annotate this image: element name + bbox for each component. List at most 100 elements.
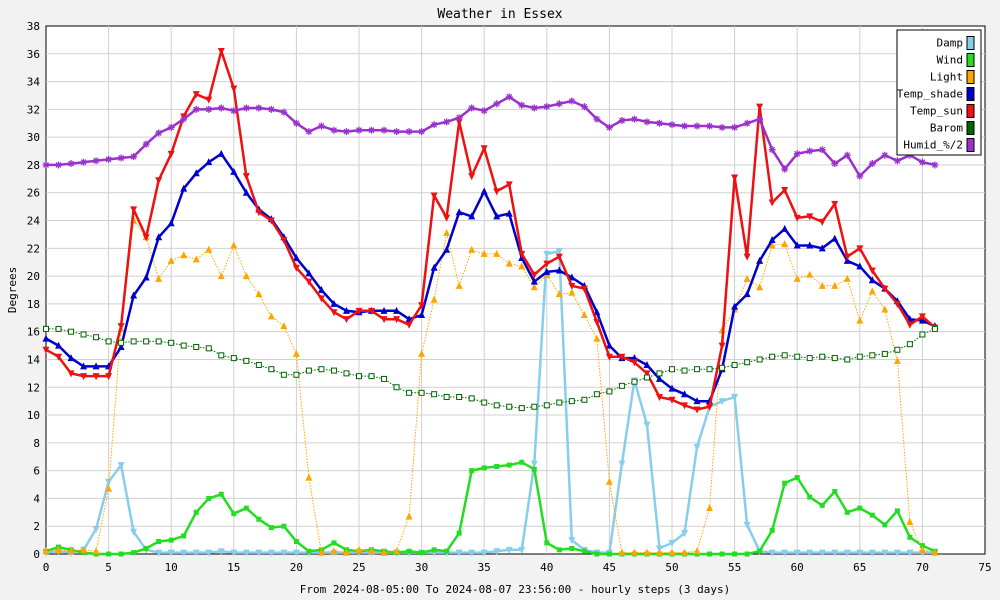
- data-point-light: [192, 255, 200, 263]
- data-point-barom: [831, 355, 838, 362]
- data-point-humid-2: [693, 122, 701, 130]
- data-point-barom: [643, 374, 650, 381]
- data-point-light: [42, 547, 50, 555]
- data-point-temp-shade: [781, 224, 789, 232]
- data-point-humid-2: [718, 123, 726, 131]
- data-point-barom: [681, 367, 688, 374]
- data-point-damp: [781, 549, 789, 557]
- data-point-wind: [594, 551, 600, 557]
- data-point-barom: [518, 405, 525, 412]
- y-tick-label: 8: [33, 437, 40, 450]
- data-point-humid-2: [443, 118, 451, 126]
- data-point-humid-2: [568, 97, 576, 105]
- data-point-light: [681, 548, 689, 556]
- x-tick-label: 55: [728, 561, 741, 574]
- x-tick-label: 65: [853, 561, 866, 574]
- data-point-wind: [556, 547, 562, 553]
- data-point-light: [430, 295, 438, 303]
- data-point-temp-shade: [593, 308, 601, 316]
- data-point-wind: [907, 534, 913, 540]
- data-point-damp: [768, 549, 776, 557]
- chart-title: Weather in Essex: [437, 7, 562, 22]
- data-point-temp-sun: [493, 188, 501, 196]
- data-point-temp-shade: [117, 342, 125, 350]
- data-point-wind: [293, 538, 299, 544]
- x-tick-label: 15: [227, 561, 240, 574]
- data-point-wind: [469, 468, 475, 474]
- data-point-humid-2: [330, 126, 338, 134]
- data-point-wind: [869, 512, 875, 518]
- data-point-humid-2: [117, 154, 125, 162]
- data-point-barom: [456, 393, 463, 400]
- data-point-humid-2: [806, 147, 814, 155]
- data-point-temp-shade: [142, 273, 150, 281]
- data-point-damp: [618, 460, 626, 468]
- data-point-temp-sun: [418, 302, 426, 310]
- data-point-barom: [593, 391, 600, 398]
- data-point-temp-shade: [205, 158, 213, 166]
- data-point-wind: [732, 551, 738, 557]
- data-point-humid-2: [818, 146, 826, 154]
- data-point-temp-sun: [468, 173, 476, 181]
- data-point-barom: [806, 355, 813, 362]
- data-point-humid-2: [868, 160, 876, 168]
- series-line-damp: [45, 249, 935, 554]
- data-point-humid-2: [931, 161, 939, 169]
- y-tick-label: 10: [27, 409, 40, 422]
- data-point-temp-sun: [605, 353, 613, 361]
- data-point-damp: [906, 549, 914, 557]
- legend-label: Humid_%/2: [903, 139, 963, 152]
- data-point-humid-2: [205, 105, 213, 113]
- data-point-humid-2: [255, 104, 263, 112]
- data-point-temp-shade: [856, 262, 864, 270]
- data-point-temp-sun: [105, 373, 113, 381]
- data-point-barom: [431, 391, 438, 398]
- x-tick-label: 40: [540, 561, 553, 574]
- data-point-temp-shade: [731, 302, 739, 310]
- data-point-damp: [568, 537, 576, 545]
- data-point-temp-sun: [818, 218, 826, 226]
- data-point-temp-sun: [280, 236, 288, 244]
- data-point-temp-shade: [92, 362, 100, 370]
- data-point-wind: [243, 505, 249, 511]
- data-point-temp-shade: [42, 334, 50, 342]
- legend-swatch: [966, 138, 975, 152]
- data-point-barom: [694, 366, 701, 373]
- x-tick-label: 60: [791, 561, 804, 574]
- plot-area: [45, 25, 986, 555]
- data-point-wind: [882, 522, 888, 528]
- data-point-wind: [769, 527, 775, 533]
- x-tick-label: 70: [916, 561, 929, 574]
- y-tick-label: 16: [27, 326, 40, 339]
- legend-label: Barom: [930, 122, 963, 135]
- data-point-light: [267, 312, 275, 320]
- data-point-light: [806, 270, 814, 278]
- data-point-temp-shade: [55, 341, 63, 349]
- data-point-light: [618, 548, 626, 556]
- data-point-barom: [669, 366, 675, 373]
- data-point-barom: [706, 366, 713, 373]
- data-point-barom: [618, 382, 625, 389]
- data-point-temp-sun: [142, 234, 150, 242]
- data-point-temp-sun: [543, 260, 551, 268]
- data-point-temp-sun: [205, 96, 213, 104]
- data-point-temp-shade: [80, 362, 88, 370]
- y-tick-label: 34: [27, 76, 41, 89]
- data-point-light: [906, 518, 914, 526]
- data-point-temp-sun: [92, 373, 100, 381]
- data-point-temp-shade: [643, 361, 651, 369]
- data-point-temp-sun: [80, 373, 88, 381]
- data-point-temp-shade: [793, 241, 801, 249]
- data-point-humid-2: [180, 115, 188, 123]
- legend-swatch: [966, 36, 975, 50]
- data-point-light: [393, 547, 401, 555]
- data-point-temp-sun: [368, 307, 376, 315]
- data-point-light: [317, 548, 325, 556]
- data-point-temp-sun: [267, 217, 275, 225]
- y-tick-label: 26: [27, 187, 40, 200]
- data-point-temp-shade: [768, 235, 776, 243]
- data-point-temp-sun: [781, 186, 789, 194]
- data-point-temp-sun: [355, 307, 363, 315]
- y-tick-label: 12: [27, 381, 40, 394]
